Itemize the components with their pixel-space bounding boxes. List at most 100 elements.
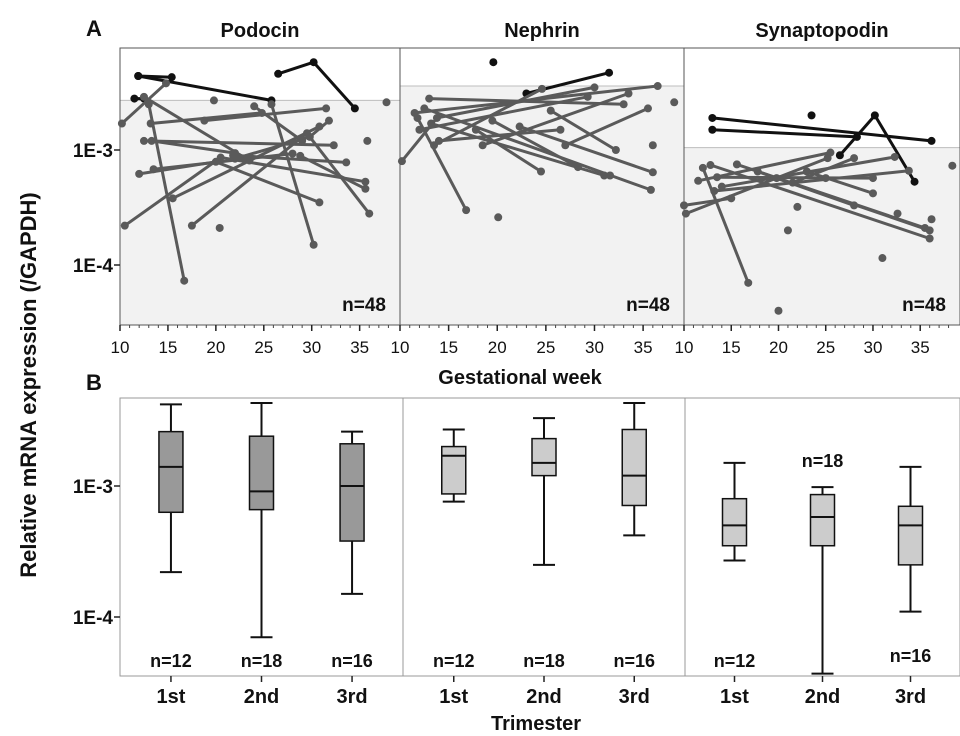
podocin-series-line <box>120 81 168 125</box>
nephrin-data-point <box>583 92 592 101</box>
nephrin-box-iqr <box>531 437 557 477</box>
podocin-xtick-label: 20 <box>206 338 225 357</box>
podocin-data-point <box>298 136 307 145</box>
ytick-a-1e-3: 1E-3 <box>73 141 113 162</box>
nephrin-data-point <box>430 141 439 150</box>
nephrin-box-category-label: 1st <box>439 686 468 708</box>
synaptopodin-data-point <box>783 226 792 235</box>
podocin-data-point <box>187 221 196 230</box>
synaptopodin-data-point <box>681 209 690 218</box>
nephrin-xtick-label: 10 <box>391 338 410 357</box>
synaptopodin-data-point <box>753 167 762 176</box>
podocin-data-point <box>250 102 259 111</box>
podocin-series-line <box>252 104 304 143</box>
nephrin-data-point <box>432 113 441 122</box>
podocin-series-line <box>136 74 273 102</box>
synaptopodin-xtick-label: 10 <box>675 338 694 357</box>
nephrin-data-point <box>488 116 497 125</box>
ytick-b-1e-3: 1E-3 <box>73 477 113 498</box>
podocin-data-point <box>324 116 333 125</box>
nephrin-box-n-label: n=16 <box>613 651 655 671</box>
nephrin-data-point <box>462 206 471 215</box>
nephrin-data-point <box>670 98 679 107</box>
nephrin-data-point <box>427 119 436 128</box>
synaptopodin-data-point <box>680 201 688 210</box>
nephrin-data-point <box>397 157 406 166</box>
nephrin-title: Nephrin <box>504 20 580 42</box>
podocin-data-point <box>309 58 318 67</box>
synaptopodin-box-n-label: n=16 <box>890 646 932 666</box>
podocin-data-point <box>144 100 153 109</box>
podocin-xtick-label: 10 <box>111 338 130 357</box>
nephrin-xtick-label: 25 <box>536 338 555 357</box>
synaptopodin-data-point <box>732 160 741 169</box>
nephrin-box-category-label: 3rd <box>619 686 650 708</box>
podocin-data-point <box>296 151 305 160</box>
podocin-box-category-label: 3rd <box>336 686 367 708</box>
podocin-box-iqr <box>158 430 184 514</box>
nephrin-data-point <box>590 83 599 92</box>
podocin-data-point <box>130 94 139 103</box>
synaptopodin-data-point <box>927 215 936 224</box>
synaptopodin-series-line <box>710 128 859 139</box>
nephrin-data-point <box>413 113 422 122</box>
synaptopodin-data-point <box>821 174 830 183</box>
podocin-n-label: n=48 <box>342 295 386 316</box>
podocin-data-point <box>363 136 372 145</box>
nephrin-series-line <box>490 119 580 169</box>
nephrin-data-point <box>420 104 429 113</box>
synaptopodin-data-point <box>890 152 899 161</box>
synaptopodin-xtick-label: 25 <box>816 338 835 357</box>
podocin-box-iqr <box>248 435 275 511</box>
synaptopodin-box-iqr <box>897 505 924 566</box>
nephrin-data-point <box>546 106 555 115</box>
synaptopodin-title: Synaptopodin <box>755 20 888 42</box>
podocin-data-point <box>162 79 171 88</box>
podocin-data-point <box>342 158 351 167</box>
synaptopodin-data-point <box>698 163 707 172</box>
podocin-series-line <box>171 125 321 200</box>
nephrin-data-point <box>537 167 545 176</box>
podocin-data-point <box>200 116 209 125</box>
synaptopodin-data-point <box>868 174 877 183</box>
nephrin-box-n-label: n=12 <box>433 651 475 671</box>
podocin-box-n-label: n=16 <box>331 651 373 671</box>
synaptopodin-box-n-label: n=12 <box>714 651 756 671</box>
podocin-data-point <box>329 141 338 150</box>
podocin-data-point <box>229 151 238 160</box>
synaptopodin-data-point <box>850 154 859 163</box>
podocin-data-point <box>365 209 374 218</box>
synaptopodin-xtick-label: 15 <box>722 338 741 357</box>
podocin-series-line <box>142 95 251 162</box>
synaptopodin-data-point <box>717 182 726 191</box>
synaptopodin-data-point <box>788 178 797 187</box>
nephrin-n-label: n=48 <box>626 295 670 316</box>
nephrin-data-point <box>643 104 652 113</box>
podocin-data-point <box>139 136 148 145</box>
synaptopodin-data-point <box>708 125 717 134</box>
podocin-data-point <box>350 104 359 113</box>
nephrin-xtick-label: 20 <box>488 338 507 357</box>
podocin-box-category-label: 1st <box>156 686 185 708</box>
nephrin-data-point <box>556 125 565 134</box>
nephrin-box-n-label: n=18 <box>523 651 565 671</box>
podocin-data-point <box>135 169 144 178</box>
x-axis-label-gestational-week: Gestational week <box>438 367 602 389</box>
synaptopodin-frame <box>683 47 960 326</box>
nephrin-data-point <box>573 163 582 172</box>
nephrin-data-point <box>471 125 480 134</box>
panel-a-plots: Podocin n=48 10 15 20 25 30 35 Nephrin n=48 10 15 20… <box>111 20 960 357</box>
podocin-data-point <box>315 198 324 207</box>
nephrin-xtick-label: 15 <box>439 338 458 357</box>
podocin-series-line <box>136 74 174 79</box>
podocin-xtick-label: 25 <box>254 338 273 357</box>
y-axis-label: Relative mRNA expression (/GAPDH) <box>16 192 41 578</box>
podocin-box-n-label: n=18 <box>241 651 283 671</box>
nephrin-data-point <box>653 82 662 91</box>
nephrin-data-point <box>646 185 655 194</box>
synaptopodin-data-point <box>744 278 753 287</box>
podocin-data-point <box>267 100 276 109</box>
synaptopodin-series-line <box>775 176 932 232</box>
synaptopodin-data-point <box>870 111 879 120</box>
nephrin-box-category-label: 2nd <box>526 686 562 708</box>
